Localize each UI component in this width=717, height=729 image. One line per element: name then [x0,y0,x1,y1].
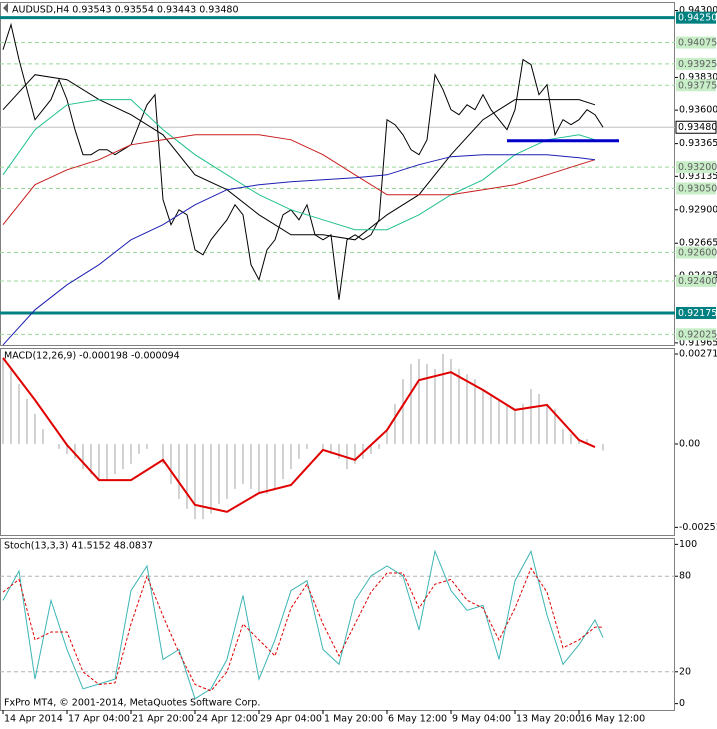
series-line [2,154,596,346]
y-tick-label: 0.93600 [679,105,717,116]
level-label: 0.93200 [678,162,717,173]
pane-frame [0,2,675,346]
level-label-box [676,161,716,174]
pane-title: Stoch(13,3,3) 41.5152 48.0837 [4,541,153,552]
level-label: 0.92400 [678,276,717,287]
x-tick-label: 29 Apr 04:00 [260,714,322,725]
level-label-box [676,11,716,24]
level-label: 0.94250 [678,13,717,24]
x-tick-label: 17 Apr 04:00 [68,714,130,725]
level-label-box [676,274,716,287]
x-tick-label: 13 May 20:00 [516,714,581,725]
level-label: 0.93050 [678,183,717,194]
level-label: 0.93775 [678,80,717,91]
level-label: 0.92175 [678,308,717,319]
series-line [2,22,604,300]
y-tick-label: -0.002519 [679,522,717,533]
watermark: FxPro MT4, © 2001-2014, MetaQuotes Softw… [4,698,260,709]
level-label: 0.92025 [678,329,717,340]
y-tick-label: 0.91965 [679,337,717,348]
level-label-box [676,36,716,49]
x-tick-label: 16 May 12:00 [580,714,645,725]
x-tick-label: 6 May 12:00 [388,714,447,725]
y-tick-label: 0 [679,698,685,709]
y-tick-label: 0.00 [679,438,700,449]
pane-frame [0,538,675,711]
y-tick-label: 0.93830 [679,72,717,83]
level-label: 0.93925 [678,59,717,70]
y-tick-label: 0.94300 [679,5,717,16]
y-tick-label: 0.92665 [679,238,717,249]
x-tick-label: 9 May 04:00 [452,714,511,725]
series-line [2,549,604,700]
pane-frame [0,348,675,536]
x-tick-label: 24 Apr 12:00 [196,714,258,725]
panel-icon [3,3,8,13]
y-tick-label: 0.002718 [679,349,717,360]
y-tick-label: 80 [679,571,691,582]
level-label-box [676,246,716,259]
pane-title: AUDUSD,H4 0.93543 0.93554 0.93443 0.9348… [12,5,239,16]
level-label-box [676,306,716,319]
y-tick-label: 0.92900 [679,204,717,215]
level-label-box [676,57,716,70]
level-label-box [676,182,716,195]
y-tick-label: 100 [679,539,697,550]
level-label-box [676,328,716,341]
level-label: 0.93480 [678,122,717,133]
level-label-box [676,79,716,92]
level-label: 0.94075 [678,38,717,49]
series-line [2,99,596,231]
y-tick-label: 0.93135 [679,171,717,182]
pane-title: MACD(12,26,9) -0.000198 -0.000094 [4,351,180,362]
x-tick-label: 14 Apr 2014 [4,714,63,725]
x-tick-label: 21 Apr 20:00 [132,714,194,725]
x-tick-label: 1 May 20:00 [324,714,383,725]
y-tick-label: 0.93365 [679,138,717,149]
series-line [2,357,596,513]
series-line [2,567,604,692]
series-line [2,74,596,241]
level-label-box [675,120,717,134]
level-label: 0.92600 [678,247,717,258]
y-tick-label: 20 [679,666,691,677]
series-line [2,134,596,226]
